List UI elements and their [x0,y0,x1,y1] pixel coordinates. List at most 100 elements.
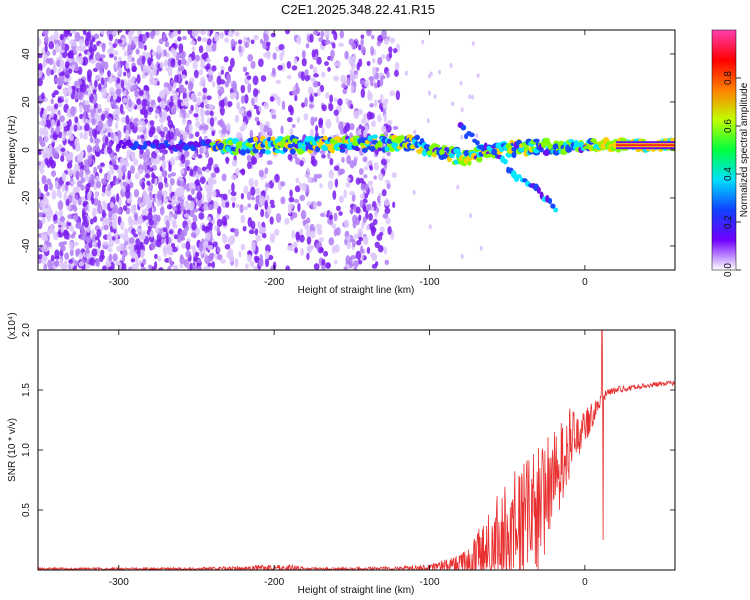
spectrogram-carrier-point [225,145,232,153]
spectrogram-noise-point [328,237,335,246]
spectrogram-noise-point [153,134,159,140]
spectrogram-noise-point [162,227,168,233]
spectrogram-noise-point [227,101,233,108]
spectrogram-noise-point [154,178,158,187]
spectrogram-noise-point [97,74,102,80]
spectrogram-noise-point [70,180,76,185]
spectrogram-noise-point [185,102,190,108]
spectrogram-noise-point [357,228,364,238]
spectrogram-noise-point [87,155,93,166]
spectrogram-noise-point [93,33,100,40]
spectrogram-noise-point [122,97,128,104]
spectrogram-noise-point [173,264,179,270]
spectrogram-noise-point [46,119,51,129]
spectrogram-noise-point [136,58,143,66]
spectrogram-noise-point [380,93,384,101]
spectrogram-noise-point [53,30,59,41]
spectrogram-noise-point [391,172,398,178]
spectrogram-noise-point [174,74,179,83]
spectrogram-noise-point [109,46,115,54]
spectrogram-noise-point [428,90,432,96]
spectrogram-noise-point [348,38,355,46]
spectrogram-noise-point [168,101,174,107]
spectrogram-noise-point [253,265,258,270]
spectrogram-noise-point [171,79,176,84]
spectrogram-noise-point [123,71,127,77]
spectrogram-noise-point [133,244,138,251]
spectrogram-noise-point [305,217,311,224]
spectrogram-noise-point [301,102,306,108]
spectrogram-noise-point [191,221,197,231]
spectrogram-noise-point [427,73,431,79]
spectrogram-noise-point [314,116,318,122]
spectrogram-noise-point [352,267,358,270]
spectrogram-carrier-point [371,134,378,139]
spectrogram-noise-point [170,156,176,166]
spectrogram-noise-point [91,248,98,257]
spectrogram-noise-point [177,30,182,35]
spectrogram-noise-point [89,105,93,110]
spectrogram-noise-point [41,174,46,185]
spectrogram-noise-point [230,196,237,202]
spectrogram-noise-point [186,166,191,172]
spectrogram-noise-point [264,250,270,260]
spectrogram-noise-point [113,164,119,171]
spectrogram-noise-point [60,155,65,163]
spectrogram-noise-point [250,220,256,230]
spectrogram-noise-point [198,69,204,76]
spectrogram-noise-point [253,34,259,41]
spectrogram-noise-point [211,65,217,72]
spectrogram-noise-point [240,214,246,224]
spectrogram-carrier-point [259,148,267,154]
spectrogram-noise-point [254,228,259,236]
spectrogram-noise-point [89,136,94,144]
spectrogram-noise-point [476,73,480,79]
spectrogram-noise-point [165,67,170,72]
spectrogram-noise-point [230,38,236,48]
spectrogram-noise-point [389,37,396,44]
spectrogram-noise-point [460,253,464,259]
spectrogram-noise-point [179,231,185,241]
spectrogram-noise-point [149,125,156,135]
spectrogram-noise-point [52,231,59,241]
spectrogram-noise-point [195,121,201,128]
spectrogram-noise-point [191,244,196,255]
spectrogram-noise-point [64,252,70,261]
spectrogram-noise-point [381,189,387,197]
spectrogram-noise-point [171,107,177,115]
spectrogram-noise-point [180,101,186,107]
spectrogram-noise-point [121,186,126,192]
spectrogram-noise-point [44,97,49,103]
spectrogram-noise-point [142,258,147,265]
spectrogram-noise-point [286,117,293,123]
spectrogram-noise-point [65,154,71,161]
spectrogram-noise-point [289,189,293,198]
spectrogram-carrier-point [367,135,373,141]
spectrogram-noise-point [243,185,249,195]
spectrogram-noise-point [112,212,118,222]
spectrogram-noise-point [291,65,298,71]
spectrogram-carrier-point [377,142,383,148]
spectrogram-noise-point [41,61,46,68]
spectrogram-noise-point [335,205,341,212]
spectrogram-noise-point [125,114,130,125]
spectrogram-noise-point [263,102,269,110]
spectrogram-noise-point [208,253,214,262]
spectrogram-noise-point [190,40,196,46]
spectrogram-noise-point [187,219,191,226]
spectrogram-noise-point [357,129,362,136]
spectrogram-noise-point [134,172,140,180]
spectrogram-noise-point [112,43,117,49]
spectrogram-noise-point [93,197,99,207]
spectrogram-secondary-point [553,207,559,213]
spectrogram-noise-point [205,151,210,159]
spectrogram-noise-point [250,155,256,165]
spectrogram-noise-point [114,104,119,110]
spectrogram-noise-point [338,121,344,131]
spectrogram-carrier-point [568,138,574,144]
spectrogram-noise-point [217,253,223,261]
spectrogram-noise-point [125,61,130,70]
spectrogram-noise-point [207,222,213,228]
spectrogram-noise-point [256,120,261,126]
spectrogram-noise-point [379,77,384,87]
